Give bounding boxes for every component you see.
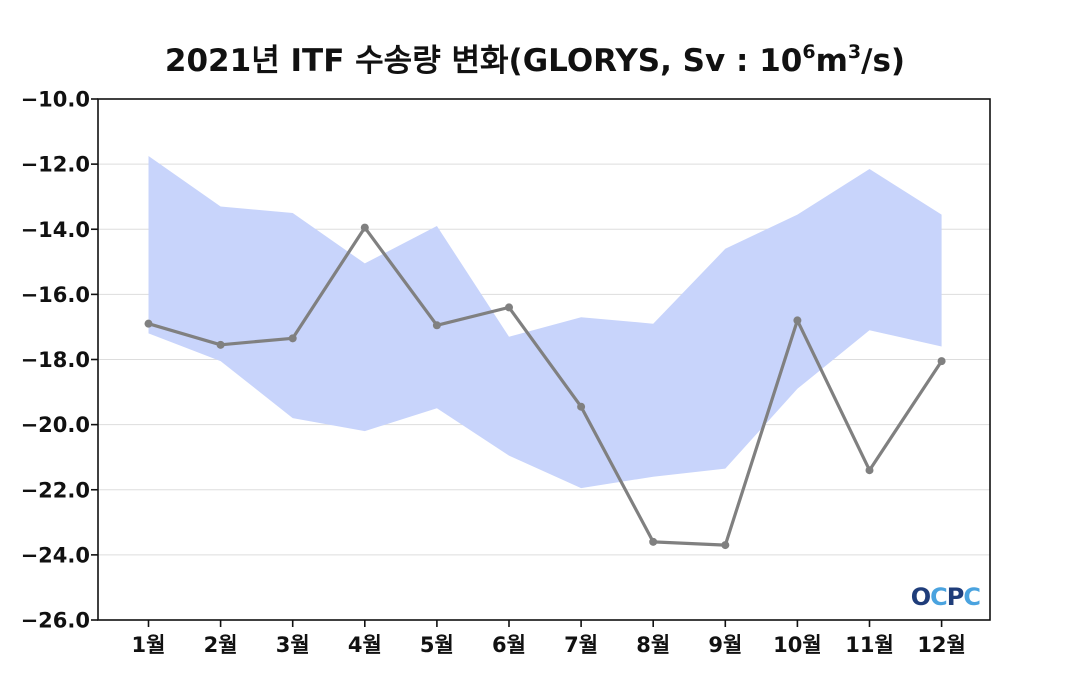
title-end: /s) — [861, 43, 905, 79]
data-point — [577, 402, 586, 411]
data-point — [432, 321, 441, 330]
x-tick-label: 5월 — [420, 633, 454, 657]
series-line — [148, 226, 943, 547]
x-tick-label: 9월 — [708, 633, 742, 657]
y-tick-label: −26.0 — [21, 609, 90, 633]
data-point — [937, 357, 946, 366]
x-tick-label: 2월 — [204, 633, 238, 657]
title-sup-3: 3 — [848, 41, 861, 63]
x-tick-label: 10월 — [773, 633, 822, 657]
data-point — [216, 340, 225, 349]
y-tick-label: −12.0 — [21, 153, 90, 177]
series-points — [144, 223, 946, 550]
data-point — [865, 466, 874, 475]
title-mid: m — [816, 43, 848, 79]
title-main: 2021년 ITF 수송량 변화(GLORYS, Sv : 10 — [165, 43, 802, 79]
data-point — [721, 541, 730, 550]
data-point — [144, 319, 153, 328]
data-point — [288, 334, 297, 343]
y-tick-label: −10.0 — [21, 88, 90, 112]
x-tick-label: 4월 — [348, 633, 382, 657]
x-tick-label: 1월 — [132, 633, 166, 657]
y-tick-label: −18.0 — [21, 348, 90, 372]
title-sup-6: 6 — [802, 41, 815, 63]
logo-text: OCPC — [911, 583, 981, 611]
data-point — [649, 537, 658, 546]
y-tick-label: −20.0 — [21, 413, 90, 437]
y-tick-label: −22.0 — [21, 478, 90, 502]
ocpc-logo: OCPC — [911, 583, 982, 611]
range-band — [148, 156, 942, 489]
x-tick-label: 12월 — [917, 633, 966, 657]
y-axis-ticks: −10.0 −12.0 −14.0 −16.0 −18.0 −20.0 −22.0 −24.0… — [21, 88, 98, 633]
x-tick-label: 8월 — [636, 633, 670, 657]
y-tick-label: −16.0 — [21, 283, 90, 307]
y-tick-label: −24.0 — [21, 543, 90, 567]
y-tick-label: −14.0 — [21, 218, 90, 242]
chart-title: 2021년 ITF 수송량 변화(GLORYS, Sv : 106m3/s) — [165, 41, 905, 79]
x-axis-ticks: 1월 2월 3월 4월 5월 6월 7월 8월 9월 10월 11월 12월 — [132, 620, 966, 657]
x-tick-label: 11월 — [845, 633, 894, 657]
x-tick-label: 7월 — [564, 633, 598, 657]
data-point — [793, 316, 802, 325]
data-point — [505, 303, 513, 312]
data-point — [360, 223, 369, 232]
x-tick-label: 3월 — [276, 633, 310, 657]
x-tick-label: 6월 — [492, 633, 526, 657]
